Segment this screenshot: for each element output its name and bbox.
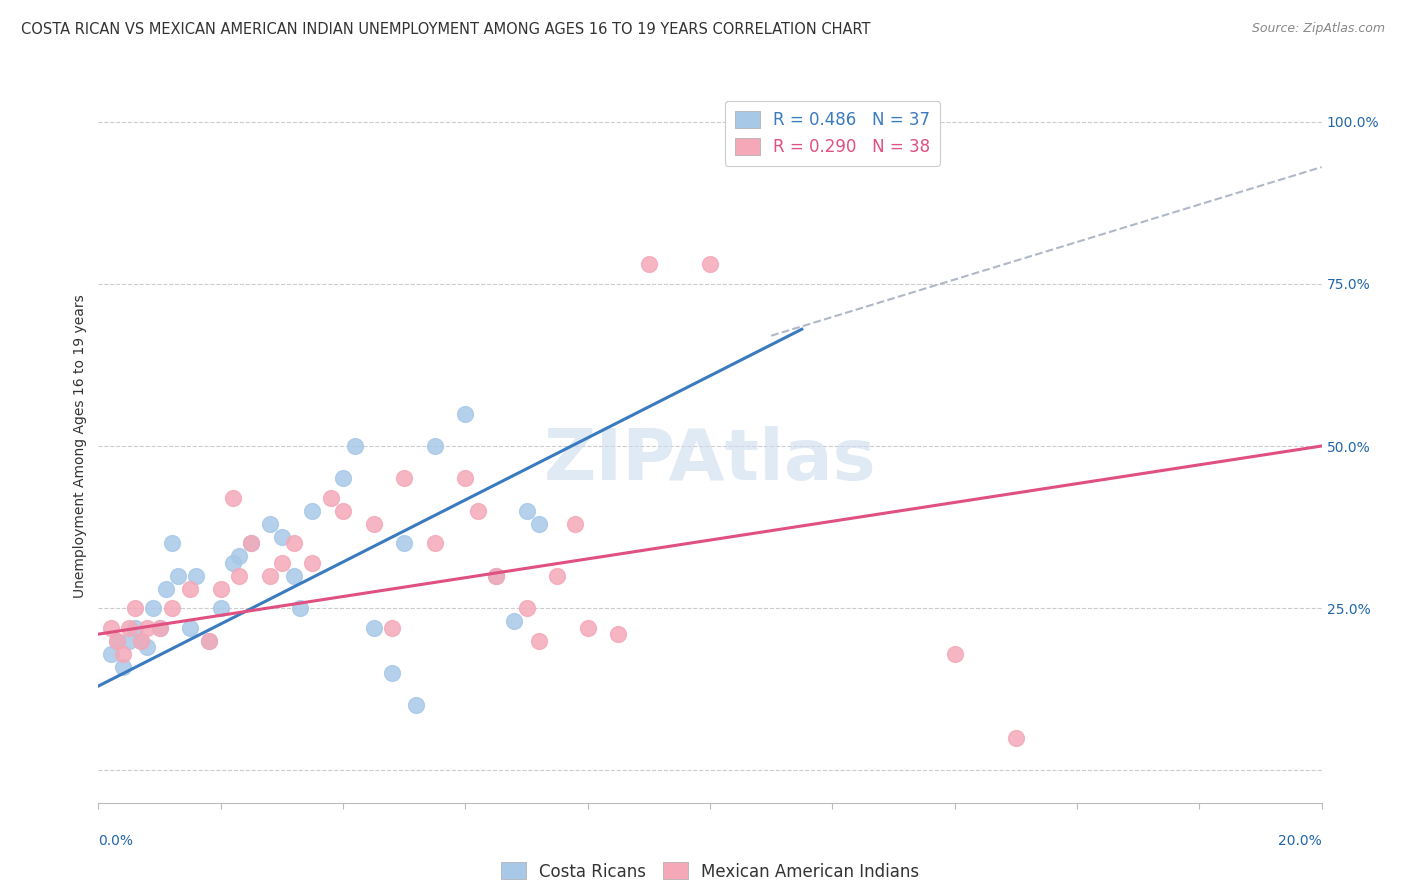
Point [222,491,245,505]
Point [301,504,323,518]
Point [392,471,416,485]
Point [167,568,190,582]
Point [124,601,146,615]
Point [344,439,367,453]
Point [943,647,966,661]
Point [423,536,446,550]
Point [197,633,219,648]
Point [699,257,721,271]
Point [259,568,281,582]
Point [503,614,526,628]
Point [485,568,508,582]
Point [283,536,305,550]
Point [485,568,508,582]
Point [240,536,263,550]
Point [467,504,489,518]
Point [381,666,404,681]
Point [270,556,294,570]
Point [160,601,183,615]
Point [111,647,134,661]
Point [149,621,172,635]
Point [142,601,165,615]
Point [332,504,354,518]
Point [136,640,159,654]
Point [179,621,201,635]
Point [160,536,183,550]
Point [124,621,146,635]
Point [118,633,141,648]
Point [129,633,152,648]
Point [179,582,201,596]
Point [381,621,404,635]
Point [186,568,208,582]
Point [100,621,122,635]
Point [197,633,219,648]
Point [228,549,250,564]
Point [546,568,568,582]
Point [105,633,128,648]
Text: 20.0%: 20.0% [1278,834,1322,848]
Point [576,621,599,635]
Point [527,516,550,531]
Text: COSTA RICAN VS MEXICAN AMERICAN INDIAN UNEMPLOYMENT AMONG AGES 16 TO 19 YEARS CO: COSTA RICAN VS MEXICAN AMERICAN INDIAN U… [21,22,870,37]
Point [105,633,128,648]
Text: Source: ZipAtlas.com: Source: ZipAtlas.com [1251,22,1385,36]
Point [516,601,538,615]
Point [454,407,477,421]
Point [290,601,312,615]
Point [149,621,172,635]
Point [607,627,630,641]
Point [259,516,281,531]
Text: ZIPAtlas: ZIPAtlas [544,425,876,495]
Point [405,698,427,713]
Point [228,568,250,582]
Point [111,659,134,673]
Point [240,536,263,550]
Point [527,633,550,648]
Point [423,439,446,453]
Point [209,582,232,596]
Point [516,504,538,518]
Legend: Costa Ricans, Mexican American Indians: Costa Ricans, Mexican American Indians [494,855,927,888]
Point [363,516,385,531]
Point [100,647,122,661]
Point [222,556,245,570]
Point [1004,731,1026,745]
Point [332,471,354,485]
Point [301,556,323,570]
Point [319,491,342,505]
Point [363,621,385,635]
Point [761,128,783,142]
Point [270,530,294,544]
Point [118,621,141,635]
Point [637,257,661,271]
Point [392,536,416,550]
Point [136,621,159,635]
Point [564,516,586,531]
Text: 0.0%: 0.0% [98,834,134,848]
Point [155,582,177,596]
Point [454,471,477,485]
Point [209,601,232,615]
Point [129,633,152,648]
Point [283,568,305,582]
Y-axis label: Unemployment Among Ages 16 to 19 years: Unemployment Among Ages 16 to 19 years [73,294,87,598]
